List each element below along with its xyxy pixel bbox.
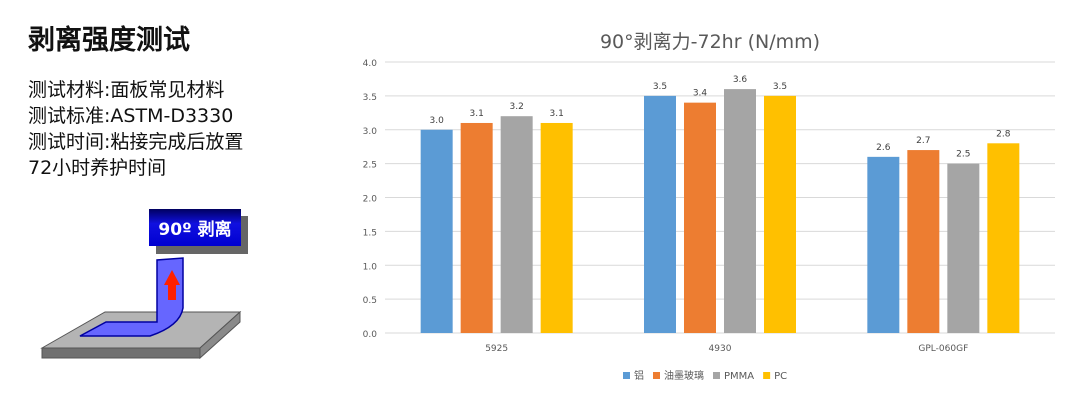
x-tick-label: 4930 [709, 344, 732, 354]
bar [500, 116, 533, 333]
y-tick-label: 2.5 [363, 161, 377, 171]
bar [684, 102, 716, 334]
legend-label: 油墨玻璃 [664, 369, 704, 382]
y-tick-label: 1.0 [363, 262, 378, 272]
y-tick-label: 0.5 [363, 296, 377, 306]
x-tick-label: 5925 [485, 344, 508, 354]
bar [867, 156, 900, 333]
bar [724, 89, 756, 333]
bar [907, 150, 940, 333]
test-material: 测试材料:面板常见材料 [28, 79, 225, 101]
bar [540, 122, 573, 333]
bar [987, 143, 1020, 333]
test-standard: 测试标准:ASTM-D3330 [28, 105, 234, 127]
chart-title: 90°剥离力-72hr (N/mm) [600, 31, 820, 53]
data-label: 3.1 [550, 109, 564, 119]
data-label: 3.5 [653, 82, 667, 92]
arrow-up-icon [164, 270, 180, 300]
bar-chart: 90°剥离力-72hr (N/mm) 0.0 0.5 1.0 1.5 2.0 2.5 3.0… [363, 31, 1055, 382]
diagram-label: 90º 剥离 [158, 219, 231, 240]
test-time: 测试时间:粘接完成后放置 [28, 131, 244, 153]
data-label: 3.1 [470, 109, 484, 119]
y-tick-label: 4.0 [363, 59, 378, 69]
legend-label: PMMA [724, 371, 754, 382]
bar [764, 95, 796, 333]
data-label: 3.5 [773, 82, 787, 92]
legend-swatch [713, 372, 720, 379]
y-tick-label: 1.5 [363, 228, 377, 238]
y-tick-label: 3.0 [363, 127, 378, 137]
bar [420, 129, 453, 333]
peel-diagram: 90º 剥离 [40, 209, 248, 360]
bar [644, 95, 676, 333]
page-title: 剥离强度测试 [28, 25, 190, 56]
data-label: 2.7 [916, 136, 930, 146]
data-label: 3.0 [430, 116, 445, 126]
bar [460, 122, 493, 333]
legend-swatch [653, 372, 660, 379]
y-tick-label: 2.0 [363, 195, 378, 205]
y-tick-label: 3.5 [363, 93, 377, 103]
test-time-cont: 72小时养护时间 [28, 157, 167, 179]
x-tick-label: GPL-060GF [918, 344, 968, 354]
bar [947, 163, 980, 333]
data-label: 3.4 [693, 89, 708, 99]
data-label: 2.5 [956, 150, 970, 160]
data-label: 3.6 [733, 75, 748, 85]
legend-label: PC [774, 371, 787, 382]
y-tick-label: 0.0 [363, 330, 378, 340]
legend-swatch [623, 372, 630, 379]
data-label: 2.8 [996, 129, 1011, 139]
legend-label: 铝 [634, 370, 644, 382]
data-label: 2.6 [876, 143, 891, 153]
legend-swatch [763, 372, 771, 379]
data-label: 3.2 [510, 102, 524, 112]
